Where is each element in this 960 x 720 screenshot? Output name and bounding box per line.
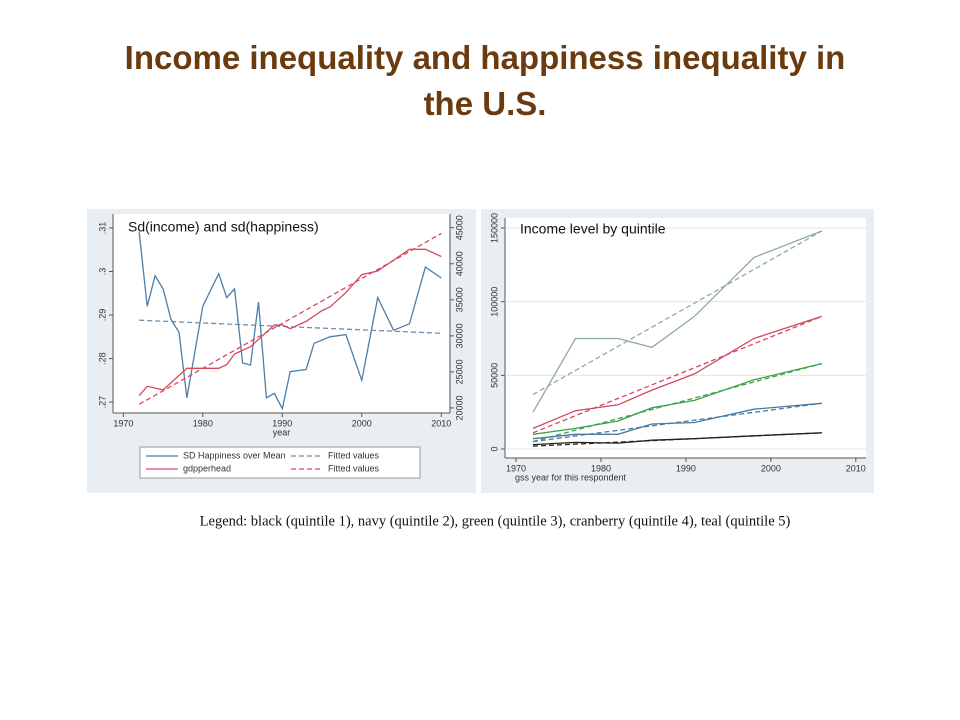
chart-title: Income level by quintile — [520, 221, 666, 237]
series-line — [138, 232, 442, 405]
series-line — [138, 232, 442, 411]
x-tick-label: 1970 — [113, 418, 133, 428]
y2-tick-label: 20000 — [454, 395, 464, 420]
series-line — [532, 432, 822, 446]
series-line — [532, 432, 822, 447]
series-line — [532, 402, 822, 443]
series-line — [532, 402, 822, 440]
series-line — [532, 362, 822, 435]
y-tick-label: .3 — [97, 268, 107, 276]
y-tick-label: .29 — [97, 309, 107, 322]
series-line — [532, 230, 823, 413]
y-tick-label: 150000 — [489, 213, 499, 243]
y2-tick-label: 25000 — [454, 359, 464, 384]
x-tick-label: 2010 — [431, 418, 451, 428]
chart-title: Sd(income) and sd(happiness) — [128, 219, 319, 235]
legend-box — [139, 446, 421, 479]
x-tick-label: 1980 — [591, 463, 611, 473]
x-axis-label: year — [273, 427, 291, 437]
legend-label: SD Happiness over Mean — [183, 450, 286, 460]
slide-title-2: the U.S. — [424, 85, 547, 122]
legend-label: Fitted values — [328, 463, 380, 473]
series-line — [532, 315, 823, 430]
x-tick-label: 2000 — [352, 418, 372, 428]
plot-area — [113, 214, 450, 413]
y-tick-label: 50000 — [489, 363, 499, 388]
y-tick-label: 0 — [489, 447, 499, 452]
x-tick-label: 2010 — [846, 463, 866, 473]
legend-label: gdpperhead — [183, 463, 231, 473]
slide-legend-note: Legend: black (quintile 1), navy (quinti… — [200, 513, 791, 529]
x-tick-label: 1970 — [506, 463, 526, 473]
y-tick-label: .27 — [97, 396, 107, 409]
title-line: Income inequality and happiness inequali… — [125, 39, 846, 76]
plot-area — [505, 218, 866, 458]
title-line: the U.S. — [424, 85, 547, 122]
slide-title: Income inequality and happiness inequali… — [125, 39, 846, 76]
y-tick-label: .31 — [97, 222, 107, 235]
legend-label: Fitted values — [328, 450, 380, 460]
series-line — [532, 315, 823, 434]
x-axis-label: gss year for this respondent — [515, 472, 627, 482]
y2-tick-label: 40000 — [454, 251, 464, 276]
y2-tick-label: 30000 — [454, 323, 464, 348]
x-tick-label: 2000 — [761, 463, 781, 473]
series-line — [139, 319, 442, 334]
series-line — [532, 230, 823, 396]
y-tick-label: .28 — [97, 352, 107, 365]
x-tick-label: 1990 — [676, 463, 696, 473]
series-line — [532, 362, 822, 443]
y2-tick-label: 45000 — [454, 215, 464, 240]
x-tick-label: 1990 — [272, 418, 292, 428]
y-tick-label: 100000 — [489, 287, 499, 317]
y2-tick-label: 35000 — [454, 287, 464, 312]
x-tick-label: 1980 — [193, 418, 213, 428]
